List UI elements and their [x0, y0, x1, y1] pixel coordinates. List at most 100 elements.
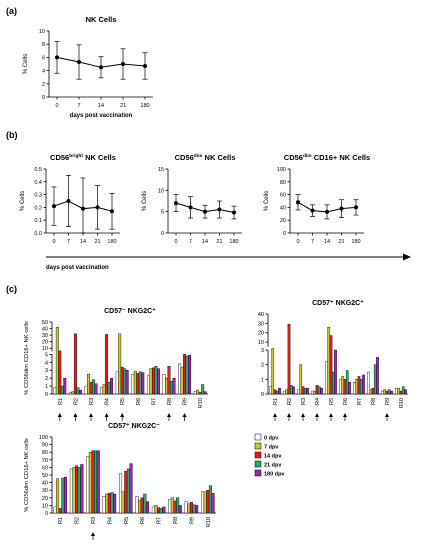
bar-c3-R4-s2 — [107, 493, 111, 514]
x-tick-label-c3: R4 — [107, 517, 113, 524]
bar-c2-R10-s2 — [399, 390, 403, 395]
data-point-b2 — [174, 201, 178, 206]
y-tick-label-c1: 20 — [42, 340, 48, 346]
bar-c2-R2-s3 — [289, 385, 293, 395]
arrow-head-c2 — [329, 413, 333, 417]
bar-c2-R9-s3 — [387, 389, 391, 395]
arrow-head-c1 — [73, 413, 78, 417]
y-axis-label-c3: % CD56dim CD16+ NK cells — [24, 438, 30, 512]
bar-c1-R7-s4 — [156, 368, 160, 395]
data-point-b3 — [339, 206, 344, 211]
bar-c3-R6-s3 — [143, 493, 147, 514]
x-tick-label-c1: R4 — [105, 398, 111, 405]
y-tick-label-b2: 15 — [158, 167, 164, 173]
data-point-a — [99, 65, 103, 70]
y-tick-label-b2: 5 — [161, 210, 164, 216]
bar-c1-R8-s1 — [165, 377, 168, 395]
chart-title-a: NK Cells — [86, 15, 117, 24]
bar-c3-R1-s4 — [63, 477, 67, 514]
y-tick-label-b3: 60 — [280, 193, 286, 199]
data-point-a — [77, 60, 81, 65]
data-point-a — [55, 55, 59, 60]
x-tick-label-c1: R7 — [151, 398, 157, 405]
legend-label-4: 180 dpv — [264, 472, 285, 478]
y-tick-label-c1: 50 — [42, 320, 48, 326]
bar-c1-R10-s4 — [203, 391, 207, 395]
x-tick-label-c1: R5 — [120, 398, 126, 405]
y-tick-label-c3: 80 — [42, 450, 48, 456]
bar-c3-R3-s2 — [91, 450, 95, 514]
bar-c2-R8-s0 — [367, 371, 370, 395]
arrow-head-c1 — [182, 413, 187, 417]
x-tick-label-c1: R1 — [58, 398, 64, 405]
chart-title-b1: CD56bright NK Cells — [50, 153, 116, 162]
bar-c2-R5-s0 — [325, 361, 328, 395]
y-tick-label-c3: 50 — [42, 473, 48, 479]
bar-c1-R7-s2 — [151, 367, 155, 395]
y-tick-label-b2: 10 — [158, 188, 164, 194]
y-tick-label-c3: 70 — [42, 458, 48, 464]
bar-c1-R10-s3 — [201, 384, 205, 395]
bar-c3-R10-s3 — [208, 485, 212, 514]
bar-c3-R10-s4 — [211, 493, 215, 514]
y-tick-label-b3: 100 — [277, 167, 286, 173]
x-tick-label-a: 180 — [140, 103, 149, 109]
bar-c1-R8-s4 — [172, 377, 176, 395]
bar-c2-R4-s1 — [313, 390, 317, 395]
bar-c2-R7-s0 — [353, 382, 356, 395]
data-point-b3 — [325, 209, 329, 214]
y-tick-label-c2: 3 — [261, 348, 264, 354]
y-axis-label-a: % Cells — [23, 54, 29, 74]
x-tick-label-a: 0 — [55, 103, 58, 109]
y-tick-label-a: 4 — [42, 69, 45, 75]
bar-c2-R10-s1 — [397, 387, 401, 395]
bar-c2-R10-s3 — [401, 386, 405, 395]
bar-c1-R6-s3 — [138, 371, 142, 395]
y-tick-label-c3: 30 — [42, 488, 48, 494]
y-tick-label-c3: 10 — [42, 503, 48, 509]
bar-c3-R7-s4 — [162, 506, 166, 514]
bar-c1-R5-s2 — [120, 366, 124, 395]
bar-c1-R3-s3 — [92, 379, 95, 395]
panel-label-b: (b) — [6, 130, 18, 140]
bar-c2-R1-s4 — [278, 387, 281, 395]
y-tick-label-c2: 20 — [258, 331, 264, 337]
y-tick-label-c1: 0 — [45, 392, 48, 398]
y-tick-label-b1: 0.2 — [34, 205, 42, 211]
bar-c1-R4-s1 — [102, 384, 106, 395]
x-tick-label-c1: R6 — [136, 398, 142, 405]
x-tick-label-c3: R8 — [173, 517, 179, 524]
bar-c1-R3-s2 — [89, 381, 93, 395]
bar-c3-R3-s4 — [96, 450, 100, 514]
bar-c3-R2-s4 — [80, 464, 84, 514]
bar-c1-R2-s0 — [68, 392, 72, 395]
bar-c3-R4-s4 — [113, 493, 117, 514]
x-tick-label-c2: R10 — [399, 398, 405, 408]
arrow-head-c1 — [89, 413, 93, 417]
bar-c2-R2-s1 — [285, 389, 289, 395]
bar-c1-R10-s2 — [198, 392, 202, 395]
bar-c2-R4-s0 — [311, 390, 314, 395]
bar-c1-R1-s3 — [60, 385, 64, 395]
panel-label-a: (a) — [6, 6, 17, 16]
legend-label-1: 7 dpv — [264, 445, 279, 451]
chart-title-b3: CD56dim CD16+ NK Cells — [284, 153, 370, 162]
x-tick-label-a: 14 — [98, 103, 104, 109]
bar-c2-R1-s3 — [275, 390, 279, 395]
bar-c3-R6-s4 — [145, 501, 149, 514]
bar-c1-R9-s3 — [185, 355, 189, 395]
bar-c1-R7-s0 — [146, 375, 150, 395]
y-tick-label-c3: 20 — [42, 496, 48, 502]
x-tick-label-b1: 21 — [94, 239, 100, 245]
bar-c1-R9-s4 — [188, 354, 192, 395]
x-tick-label-b1: 14 — [80, 239, 86, 245]
data-point-b1 — [81, 206, 85, 211]
y-tick-label-c1: 10 — [42, 346, 48, 352]
x-tick-label-c2: R7 — [357, 398, 363, 405]
x-tick-label-c2: R1 — [273, 398, 279, 405]
y-tick-label-a: 8 — [42, 42, 45, 48]
bar-c3-R7-s1 — [154, 505, 158, 514]
arrow-head-c1 — [167, 413, 171, 417]
chart-title-c2: CD57⁺ NKG2C⁺ — [312, 300, 364, 307]
legend-swatch-4 — [254, 469, 262, 477]
